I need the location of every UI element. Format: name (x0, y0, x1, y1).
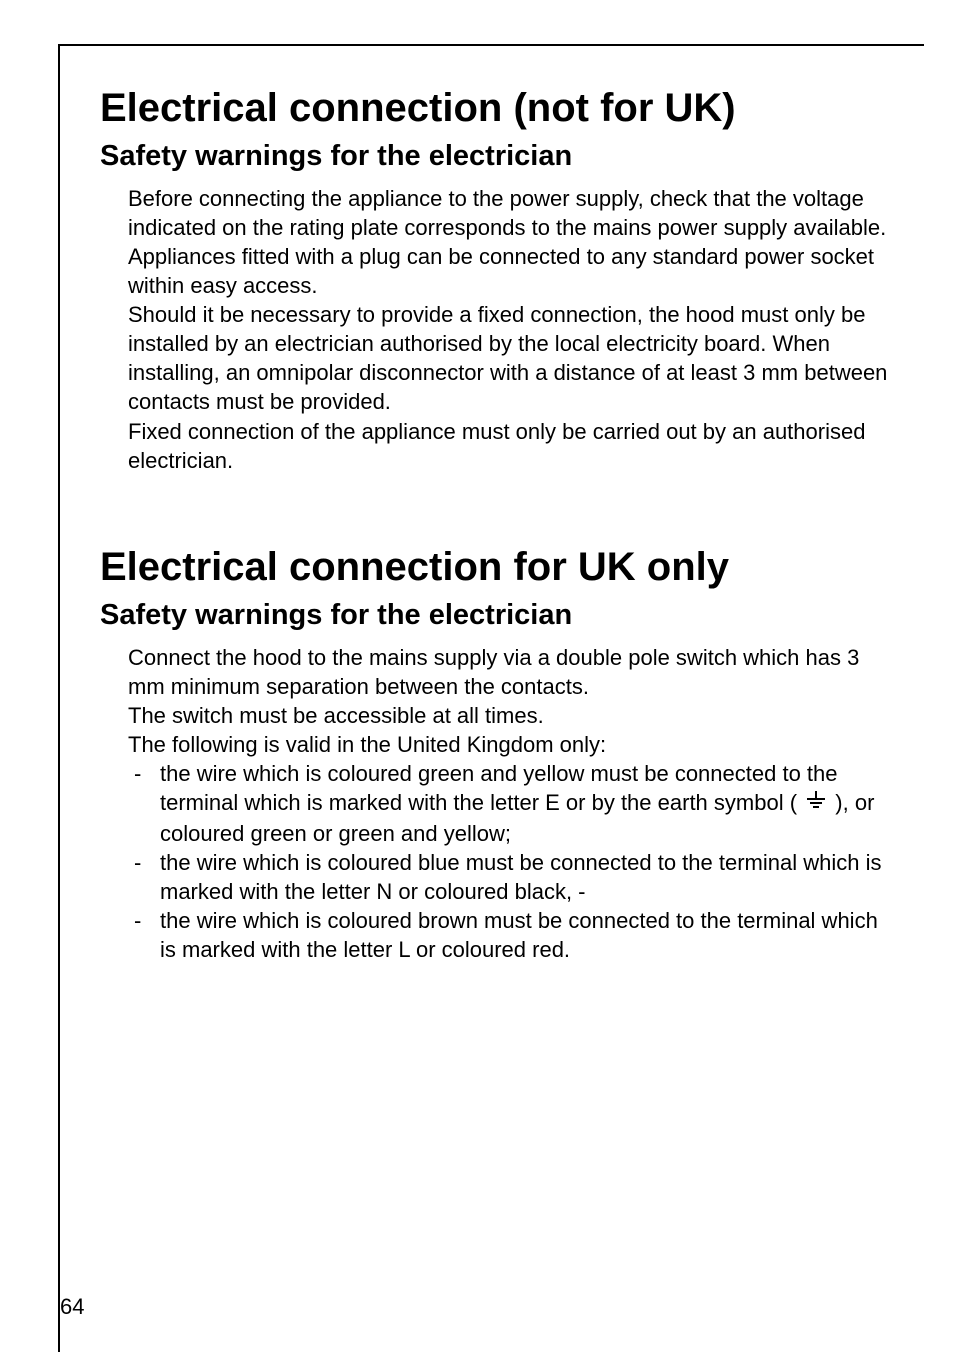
section1-body: Before connecting the appliance to the p… (128, 184, 894, 474)
section2-bullet-list: the wire which is coloured green and yel… (128, 759, 894, 964)
bullet-item-neutral-wire: the wire which is coloured blue must be … (128, 848, 894, 906)
section2-paragraph-3: The following is valid in the United Kin… (128, 730, 894, 759)
section2: Electrical connection for UK only Safety… (100, 543, 894, 965)
section1-paragraph-1: Before connecting the appliance to the p… (128, 184, 894, 300)
section1-paragraph-3: Fixed connection of the appliance must o… (128, 417, 894, 475)
page-number: 64 (60, 1294, 84, 1320)
section1-paragraph-2: Should it be necessary to provide a fixe… (128, 300, 894, 416)
bullet1-text-pre: the wire which is coloured green and yel… (160, 761, 838, 815)
section1-title: Electrical connection (not for UK) (100, 84, 894, 132)
section2-subtitle: Safety warnings for the electrician (100, 597, 894, 633)
document-page: Electrical connection (not for UK) Safet… (0, 0, 954, 1352)
earth-ground-icon (805, 790, 827, 819)
section2-title: Electrical connection for UK only (100, 543, 894, 591)
section2-paragraph-1: Connect the hood to the mains supply via… (128, 643, 894, 701)
bullet-item-earth-wire: the wire which is coloured green and yel… (128, 759, 894, 848)
bullet-item-live-wire: the wire which is coloured brown must be… (128, 906, 894, 964)
section2-paragraph-2: The switch must be accessible at all tim… (128, 701, 894, 730)
section1-subtitle: Safety warnings for the electrician (100, 138, 894, 174)
section2-body: Connect the hood to the mains supply via… (128, 643, 894, 964)
page-frame: Electrical connection (not for UK) Safet… (58, 44, 924, 1352)
